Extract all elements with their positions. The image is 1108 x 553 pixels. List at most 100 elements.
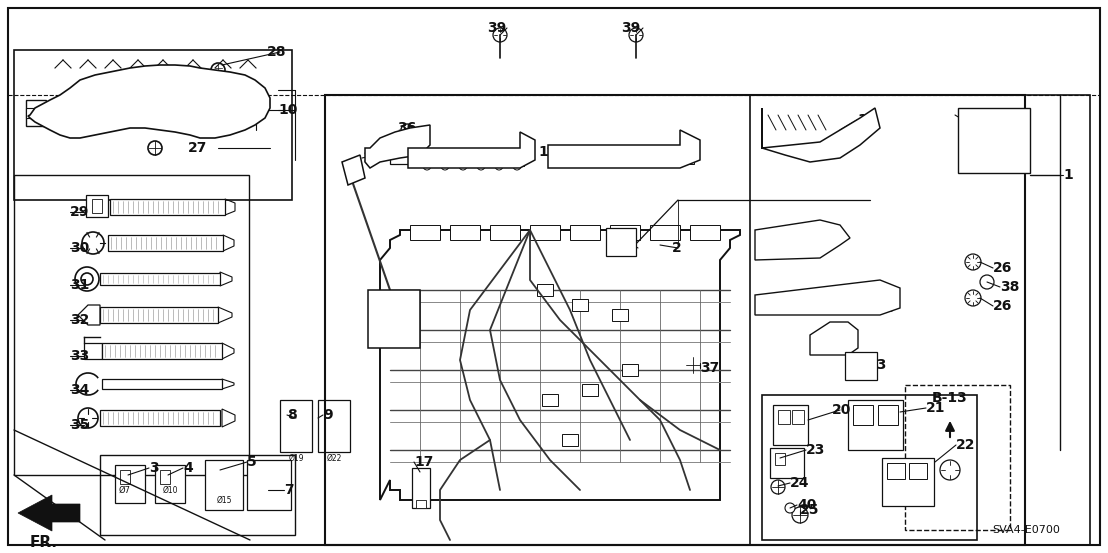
Bar [882,458,934,506]
Text: 28: 28 [267,45,287,59]
Circle shape [423,162,431,170]
Bar [845,352,878,380]
Circle shape [965,254,981,270]
Bar [14,50,293,200]
Bar [578,148,594,164]
Circle shape [513,162,521,170]
Text: 36: 36 [397,121,417,135]
Circle shape [784,503,796,513]
Circle shape [448,288,492,332]
Text: 2: 2 [671,241,681,255]
Text: 9: 9 [324,408,332,422]
Bar [995,140,1023,162]
Text: Ø10: Ø10 [162,486,177,494]
Polygon shape [220,272,232,286]
Bar [247,460,291,510]
Circle shape [979,275,994,289]
Bar [530,225,560,240]
Polygon shape [222,343,234,359]
Text: 26: 26 [993,299,1013,313]
Bar [86,195,107,217]
Bar [888,463,905,479]
Bar [773,405,808,445]
Polygon shape [810,322,858,355]
Bar [995,114,1023,136]
Bar [792,410,804,424]
Bar [84,343,102,359]
Text: FR.: FR. [30,535,58,550]
Circle shape [441,162,449,170]
Circle shape [450,410,490,450]
Circle shape [78,408,98,428]
Text: 25: 25 [800,503,820,517]
Text: 3: 3 [624,241,634,255]
Text: 30: 30 [70,241,90,255]
Bar [474,150,488,166]
Bar [492,150,506,166]
Bar [280,400,312,452]
Bar [416,500,425,508]
Bar [963,140,991,162]
Bar [612,309,628,321]
Bar [909,463,927,479]
Circle shape [535,435,585,485]
Bar [100,455,295,535]
Bar [438,150,452,166]
Circle shape [81,273,93,285]
Bar [110,199,225,215]
Text: 6: 6 [394,303,404,317]
Bar [213,460,235,472]
Bar [678,148,694,164]
Circle shape [792,507,808,523]
Text: 12: 12 [538,145,557,159]
Bar [558,148,574,164]
Bar [102,379,222,389]
Circle shape [495,162,503,170]
Text: 39: 39 [620,21,640,35]
Bar [762,395,977,540]
Bar [562,434,578,446]
Bar [100,307,218,323]
Bar [25,108,35,118]
Bar [582,384,598,396]
Bar [450,225,480,240]
Bar [92,199,102,213]
Text: Ø19: Ø19 [288,453,304,462]
Bar [412,468,430,508]
Bar [102,343,222,359]
Bar [394,296,414,314]
Text: 1: 1 [1063,168,1073,182]
Bar [537,284,553,296]
Circle shape [520,300,540,320]
Text: 21: 21 [926,401,945,415]
Bar [606,228,636,256]
Text: Ø7: Ø7 [616,238,627,248]
Circle shape [940,460,960,480]
Bar [774,453,784,465]
Bar [372,318,392,336]
Bar [100,273,220,285]
Circle shape [75,267,99,291]
Polygon shape [222,379,234,389]
Bar [862,357,872,367]
Circle shape [685,357,701,373]
Circle shape [640,430,660,450]
Bar [905,385,1010,530]
Polygon shape [218,307,232,323]
Circle shape [632,422,668,458]
Bar [205,460,243,510]
Bar [372,296,392,314]
Bar [394,318,414,336]
Polygon shape [225,199,235,215]
Text: 22: 22 [956,438,975,452]
Circle shape [629,28,643,42]
Polygon shape [28,65,270,138]
Text: 35: 35 [70,418,90,432]
Circle shape [211,63,225,77]
Bar [25,100,47,126]
Text: 5: 5 [247,455,257,469]
Bar [115,465,145,503]
Bar [253,466,265,480]
Text: 4: 4 [183,461,193,475]
Polygon shape [18,495,80,531]
